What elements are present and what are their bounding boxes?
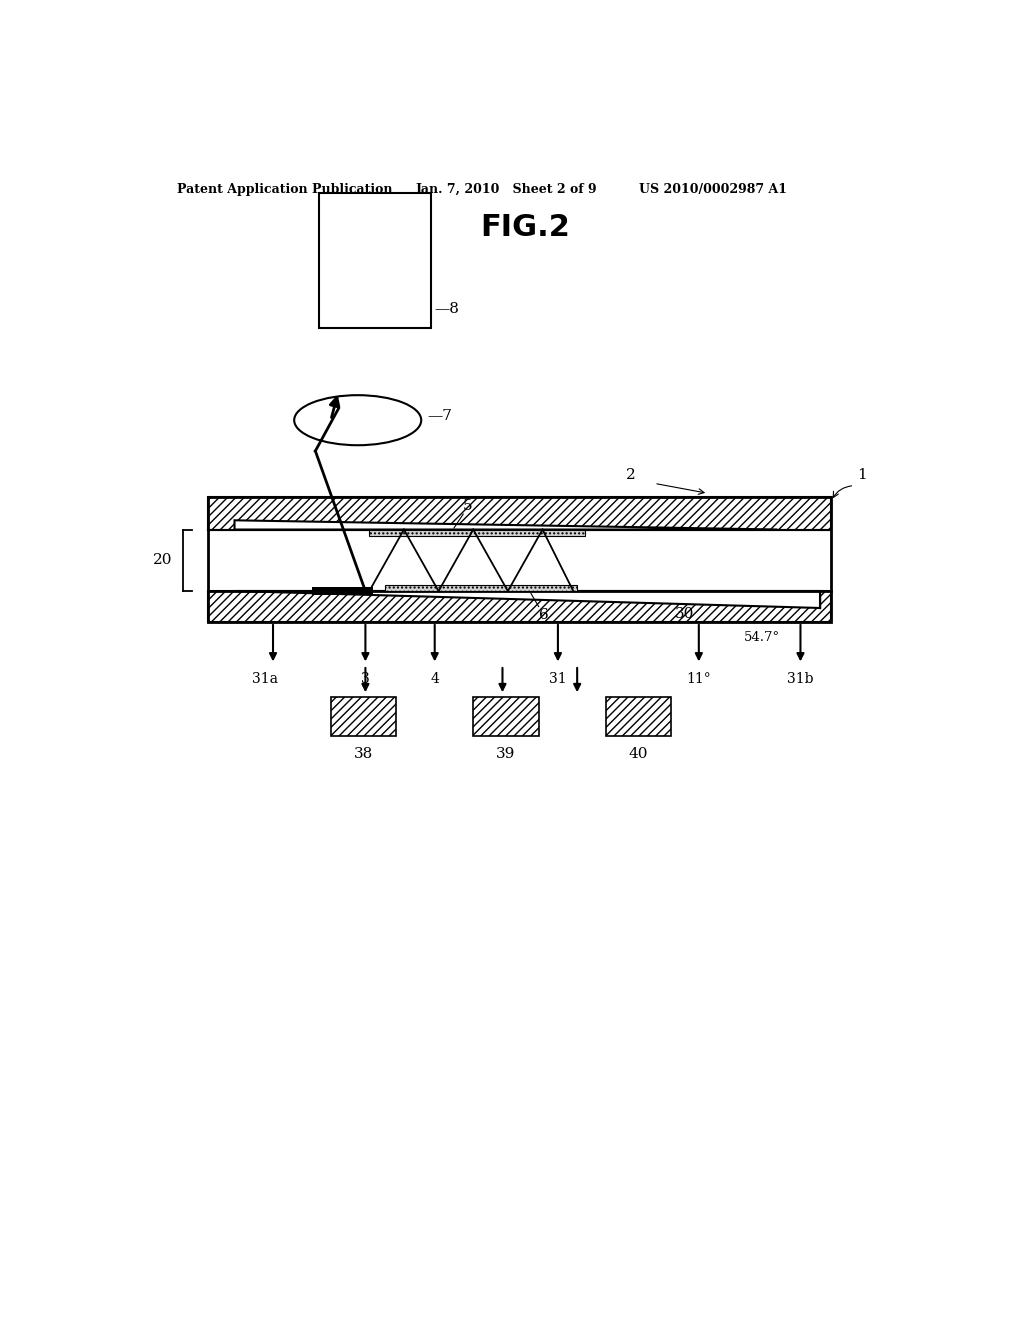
Text: —7: —7	[427, 409, 453, 424]
Text: 11°: 11°	[686, 672, 712, 686]
Text: 31: 31	[549, 672, 566, 686]
Text: Jan. 7, 2010   Sheet 2 of 9: Jan. 7, 2010 Sheet 2 of 9	[416, 182, 597, 195]
Text: 6: 6	[539, 609, 549, 622]
Bar	[370, 529, 585, 536]
Text: 2: 2	[627, 467, 636, 482]
Text: Patent Application Publication: Patent Application Publication	[177, 182, 392, 195]
Bar	[208, 498, 831, 622]
Text: 20: 20	[154, 553, 173, 568]
Text: 38: 38	[354, 747, 373, 762]
Text: 31b: 31b	[787, 672, 814, 686]
Bar	[311, 587, 373, 595]
Text: 31a: 31a	[252, 672, 279, 686]
Polygon shape	[605, 697, 671, 737]
Bar	[319, 193, 431, 327]
Text: 54.7°: 54.7°	[743, 631, 780, 644]
Text: 39: 39	[497, 747, 516, 762]
Polygon shape	[234, 520, 777, 529]
Text: 40: 40	[629, 747, 648, 762]
Text: 3: 3	[361, 672, 370, 686]
Text: —8: —8	[435, 301, 460, 315]
Polygon shape	[473, 697, 539, 737]
Text: 4: 4	[430, 672, 439, 686]
Bar	[385, 585, 578, 591]
Text: 30: 30	[675, 607, 694, 622]
Text: 1: 1	[857, 467, 867, 482]
Text: US 2010/0002987 A1: US 2010/0002987 A1	[639, 182, 786, 195]
Polygon shape	[208, 498, 831, 529]
Ellipse shape	[294, 395, 421, 445]
Polygon shape	[331, 697, 396, 737]
Polygon shape	[234, 591, 819, 609]
Text: 5: 5	[463, 499, 473, 512]
Text: FIG.2: FIG.2	[480, 214, 569, 242]
Polygon shape	[208, 591, 831, 622]
